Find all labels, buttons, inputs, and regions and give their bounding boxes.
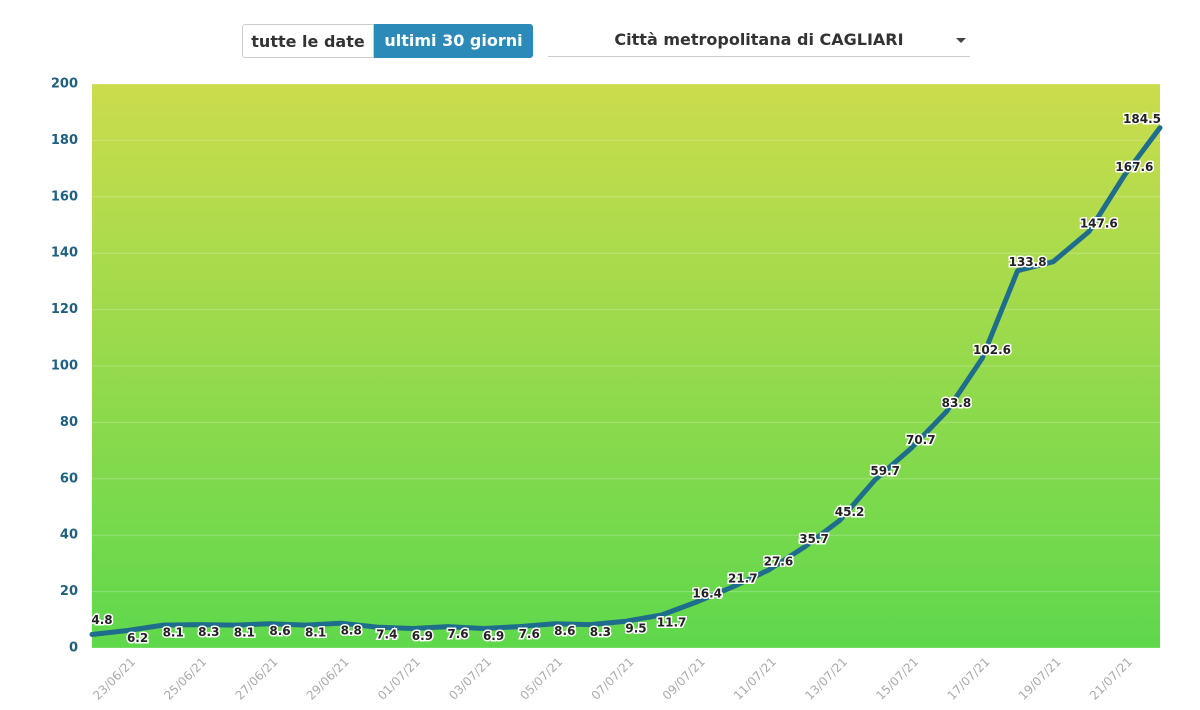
y-tick-label: 60 bbox=[60, 471, 78, 486]
data-label: 8.6 bbox=[554, 624, 575, 638]
caret bbox=[956, 38, 966, 43]
area-select[interactable]: Città metropolitana di CAGLIARI bbox=[548, 24, 970, 57]
data-label: 27.6 bbox=[764, 555, 794, 569]
data-label: 6.2 bbox=[127, 631, 148, 645]
data-label: 35.7 bbox=[799, 532, 829, 546]
data-label: 8.8 bbox=[341, 624, 362, 638]
x-tick-label: 13/07/21 bbox=[802, 655, 850, 703]
data-label: 184.5 bbox=[1123, 112, 1161, 126]
last-30-days-button[interactable]: ultimi 30 giorni bbox=[374, 24, 533, 58]
x-tick-label: 29/06/21 bbox=[304, 655, 352, 703]
x-tick-label: 05/07/21 bbox=[517, 655, 565, 703]
data-label: 167.6 bbox=[1115, 160, 1153, 174]
y-tick-label: 80 bbox=[60, 415, 78, 430]
y-tick-label: 100 bbox=[51, 359, 78, 374]
data-label: 21.7 bbox=[728, 571, 758, 585]
data-label: 45.2 bbox=[835, 505, 865, 519]
x-tick-label: 09/07/21 bbox=[660, 655, 708, 703]
data-label: 147.6 bbox=[1080, 216, 1118, 230]
x-tick-label: 15/07/21 bbox=[873, 655, 921, 703]
x-tick-label: 07/07/21 bbox=[589, 655, 637, 703]
data-label: 133.8 bbox=[1009, 255, 1047, 269]
data-label: 59.7 bbox=[870, 464, 900, 478]
y-tick-label: 140 bbox=[51, 246, 78, 261]
data-label: 7.6 bbox=[447, 627, 468, 641]
y-tick-label: 200 bbox=[51, 77, 78, 92]
data-label: 8.1 bbox=[305, 626, 326, 640]
x-tick-label: 19/07/21 bbox=[1016, 655, 1064, 703]
all-dates-button[interactable]: tutte le date bbox=[242, 24, 374, 58]
data-label: 16.4 bbox=[692, 586, 722, 600]
y-tick-label: 180 bbox=[51, 133, 78, 148]
data-label: 7.6 bbox=[519, 627, 540, 641]
data-label: 9.5 bbox=[625, 622, 646, 636]
data-label: 83.8 bbox=[942, 396, 972, 410]
x-tick-label: 21/07/21 bbox=[1087, 655, 1135, 703]
area-select-text: Città metropolitana di CAGLIARI bbox=[614, 30, 904, 49]
line bbox=[89, 125, 1163, 637]
x-tick-label: 11/07/21 bbox=[731, 655, 779, 703]
y-tick-label: 0 bbox=[69, 641, 78, 656]
x-tick-label: 01/07/21 bbox=[375, 655, 423, 703]
data-label: 70.7 bbox=[906, 433, 936, 447]
x-tick-label: 23/06/21 bbox=[90, 655, 138, 703]
y-tick-label: 40 bbox=[60, 528, 78, 543]
plot-background bbox=[92, 84, 1160, 648]
x-tick-label: 27/06/21 bbox=[233, 655, 281, 703]
data-label: 4.8 bbox=[91, 613, 112, 627]
data-label: 8.3 bbox=[198, 625, 219, 639]
x-tick-label: 03/07/21 bbox=[446, 655, 494, 703]
y-tick-label: 20 bbox=[60, 584, 78, 599]
data-label: 11.7 bbox=[657, 616, 687, 630]
data-label: 8.1 bbox=[234, 626, 255, 640]
data-label: 8.6 bbox=[269, 624, 290, 638]
data-label: 7.4 bbox=[376, 628, 397, 642]
x-tick-label: 17/07/21 bbox=[945, 655, 993, 703]
data-label: 6.9 bbox=[483, 629, 504, 643]
data-label: 8.1 bbox=[163, 626, 184, 640]
y-tick-label: 160 bbox=[51, 189, 78, 204]
y-tick-label: 120 bbox=[51, 302, 78, 317]
data-label: 102.6 bbox=[973, 343, 1011, 357]
data-label: 8.3 bbox=[590, 625, 611, 639]
x-tick-label: 25/06/21 bbox=[161, 655, 209, 703]
data-label: 6.9 bbox=[412, 629, 433, 643]
